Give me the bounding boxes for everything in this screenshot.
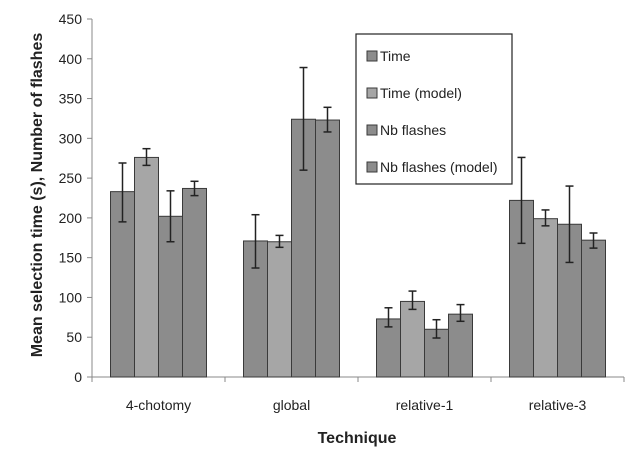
legend-box [355,33,513,185]
bar-relative-3-series-3 [581,239,606,378]
legend-label: Time [380,48,411,64]
bar-relative-1-series-0 [376,318,401,378]
x-tick-label: relative-3 [529,397,587,413]
y-tick-label: 150 [59,250,83,266]
x-tick-label: relative-1 [396,397,454,413]
y-tick-label: 100 [59,289,83,305]
bar-relative-1-series-1 [400,300,425,378]
x-tick-label: global [273,397,310,413]
y-tick-label: 50 [66,329,82,345]
bar-4-chotomy-series-1 [134,156,159,378]
legend-swatch [366,161,378,173]
legend-label: Nb flashes (model) [380,159,498,175]
legend-swatch [366,87,378,99]
y-axis: 0 50 100 150 200 250 300 350 400 450 [59,11,93,385]
bar-4-chotomy-series-3 [182,187,207,378]
x-tick-label: 4-chotomy [126,397,191,413]
y-tick-label: 450 [59,11,83,27]
y-tick-label: 350 [59,91,83,107]
legend-label: Nb flashes [380,122,446,138]
x-axis-title: Technique [318,430,397,447]
legend-swatch [366,50,378,62]
bar-global-series-3 [315,119,340,378]
y-tick-label: 0 [74,369,82,385]
error-bars [118,66,598,339]
bar-global-series-1 [267,241,292,378]
bar-relative-3-series-1 [533,218,558,378]
bar-4-chotomy-series-2 [158,215,183,378]
legend-swatch [366,124,378,136]
y-tick-label: 200 [59,210,83,226]
x-axis: 4-chotomy global relative-1 relative-3 [91,376,625,413]
bar-relative-1-series-3 [448,313,473,378]
legend: Time Time (model) Nb flashes Nb flashes (mo… [355,33,513,185]
y-axis-title: Mean selection time (s), Number of flash… [29,33,46,358]
y-tick-label: 400 [59,51,83,67]
y-tick-label: 250 [59,170,83,186]
legend-label: Time (model) [380,85,462,101]
y-tick-label: 300 [59,130,83,146]
